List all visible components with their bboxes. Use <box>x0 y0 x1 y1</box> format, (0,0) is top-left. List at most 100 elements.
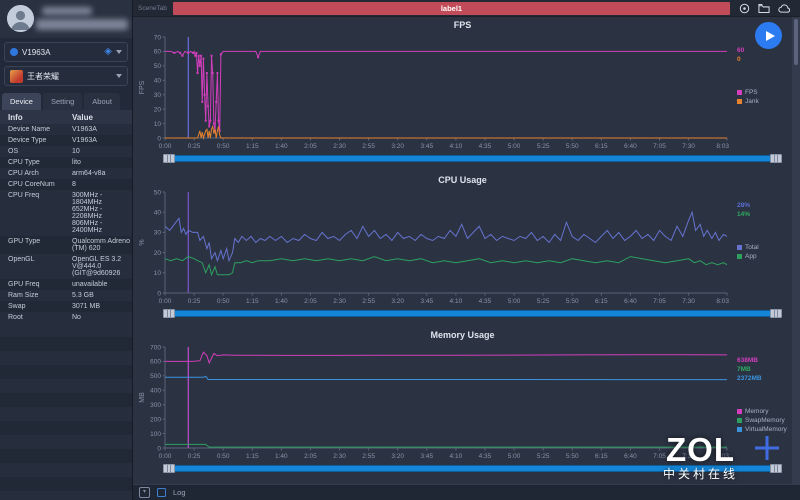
slider-track[interactable] <box>163 465 782 472</box>
legend-swatch-icon <box>737 418 742 423</box>
table-cell-value: 3071 MB <box>72 303 101 310</box>
current-value: 0 <box>737 56 741 63</box>
chart-legend: Total App <box>737 243 790 261</box>
svg-text:0: 0 <box>157 290 161 297</box>
legend-item[interactable]: Memory <box>737 407 790 416</box>
table-row: Device Name V1963A <box>0 124 132 135</box>
log-checkbox[interactable] <box>157 488 166 497</box>
table-cell-info: OS <box>8 148 19 155</box>
dock-panel-icon[interactable]: ▾ <box>139 487 150 498</box>
device-select[interactable]: V1963A ◈ <box>4 42 128 62</box>
table-cell-info: Root <box>8 314 23 321</box>
scene-label-tab[interactable]: label1 <box>172 1 730 15</box>
app-select-value: 王者荣耀 <box>27 71 59 81</box>
svg-text:10: 10 <box>154 121 162 128</box>
legend-label: Total <box>745 244 759 251</box>
time-range-slider[interactable] <box>163 309 782 318</box>
legend-item[interactable]: FPS <box>737 88 790 97</box>
slider-handle-right[interactable] <box>770 464 782 473</box>
slider-handle-right[interactable] <box>770 309 782 318</box>
tab-setting[interactable]: Setting <box>42 93 83 110</box>
legend-label: VirtualMemory <box>745 426 787 433</box>
chart-right-panel: 60 0 FPS Jank <box>733 32 790 154</box>
svg-text:0:00: 0:00 <box>159 143 172 150</box>
svg-text:6:40: 6:40 <box>624 143 637 150</box>
time-range-slider[interactable] <box>163 154 782 163</box>
svg-text:MB: MB <box>139 392 146 403</box>
current-value: 7MB <box>737 366 751 373</box>
legend-item[interactable]: VirtualMemory <box>737 425 790 434</box>
svg-text:4:10: 4:10 <box>450 453 463 460</box>
svg-text:4:10: 4:10 <box>450 298 463 305</box>
location-icon[interactable] <box>739 3 750 14</box>
table-cell-info: CPU Arch <box>8 170 39 177</box>
chart-panel: CPU Usage 0 10 20 30 40 50 0:00 0:25 0:50 1:15 1:4… <box>135 174 790 329</box>
legend-item[interactable]: Total <box>737 243 790 252</box>
chart-panel: Memory Usage 0 100 200 300 400 500 600 700 0:00 0… <box>135 329 790 484</box>
play-button[interactable] <box>755 22 782 49</box>
legend-swatch-icon <box>737 99 742 104</box>
log-checkbox-label: Log <box>173 488 186 497</box>
legend-item[interactable]: SwapMemory <box>737 416 790 425</box>
current-value: 638MB <box>737 357 758 364</box>
slider-handle-left[interactable] <box>163 309 175 318</box>
chart-plot[interactable]: 0 100 200 300 400 500 600 700 0:00 0:25 0:50 1:15 1:… <box>135 342 733 464</box>
svg-text:2:55: 2:55 <box>362 298 375 305</box>
table-row: CPU CoreNum 8 <box>0 179 132 190</box>
scene-label-text: label1 <box>440 3 463 13</box>
svg-text:3:45: 3:45 <box>420 143 433 150</box>
svg-text:7:30: 7:30 <box>682 143 695 150</box>
svg-text:70: 70 <box>154 34 162 41</box>
tab-device[interactable]: Device <box>2 93 41 110</box>
svg-text:300: 300 <box>150 402 161 409</box>
table-row: Device Type V1963A <box>0 135 132 146</box>
svg-text:8:03: 8:03 <box>716 453 729 460</box>
current-value: 60 <box>737 47 745 54</box>
tab-about[interactable]: About <box>84 93 120 110</box>
scrollbar-thumb[interactable] <box>794 19 798 65</box>
scene-topbar: SceneTab label1 <box>133 0 800 17</box>
legend-item[interactable]: Jank <box>737 97 790 106</box>
svg-text:4:35: 4:35 <box>479 453 492 460</box>
table-row: Root No <box>0 312 132 323</box>
play-icon <box>765 30 775 41</box>
legend-item[interactable]: App <box>737 252 790 261</box>
chart-title: CPU Usage <box>438 175 487 185</box>
app-select[interactable]: 王者荣耀 <box>4 66 128 86</box>
table-cell-value: OpenGL ES 3.2 V@444.0 (GIT@9d60926 <box>72 256 122 277</box>
time-range-slider[interactable] <box>163 464 782 473</box>
vertical-scrollbar[interactable] <box>792 17 800 484</box>
table-row: CPU Freq 300MHz - 1804MHz 652MHz - 2208MH… <box>0 190 132 236</box>
folder-icon[interactable] <box>758 3 770 14</box>
legend-label: SwapMemory <box>745 417 785 424</box>
svg-text:0:25: 0:25 <box>188 298 201 305</box>
table-row: Swap 3071 MB <box>0 301 132 312</box>
slider-handle-right[interactable] <box>770 154 782 163</box>
slider-track[interactable] <box>163 310 782 317</box>
svg-text:40: 40 <box>154 210 162 217</box>
legend-swatch-icon <box>737 245 742 250</box>
chart-plot[interactable]: 0 10 20 30 40 50 60 70 0:00 0:25 0:50 1:15 1:40 2:05 2… <box>135 32 733 154</box>
cloud-icon[interactable] <box>778 3 791 14</box>
main-area: SceneTab label1 FPS 0 10 20 30 40 50 60 70 0:00 0… <box>133 0 800 500</box>
svg-text:2:30: 2:30 <box>333 143 346 150</box>
device-select-value: V1963A <box>22 47 51 57</box>
slider-handle-left[interactable] <box>163 464 175 473</box>
chart-body: 0 100 200 300 400 500 600 700 0:00 0:25 0:50 1:15 1:… <box>135 342 790 464</box>
table-cell-value: Qualcomm Adreno (TM) 620 <box>72 238 130 252</box>
chart-plot[interactable]: 0 10 20 30 40 50 0:00 0:25 0:50 1:15 1:40 2:05 2:30 2… <box>135 187 733 309</box>
svg-text:6:15: 6:15 <box>595 298 608 305</box>
svg-text:1:40: 1:40 <box>275 298 288 305</box>
user-avatar-icon[interactable] <box>7 5 34 32</box>
add-chart-button[interactable] <box>750 433 784 468</box>
table-row: Ram Size 5.3 GB <box>0 290 132 301</box>
svg-text:30: 30 <box>154 92 162 99</box>
slider-track[interactable] <box>163 155 782 162</box>
slider-handle-left[interactable] <box>163 154 175 163</box>
mirror-icon[interactable]: ◈ <box>104 46 112 57</box>
scene-tab-label[interactable]: SceneTab <box>138 4 167 12</box>
table-cell-info: Device Type <box>8 137 47 144</box>
topbar-icons <box>739 3 791 14</box>
chart-right-panel: 638MB 7MB 2372MB Memory SwapMemory VirtualMe… <box>733 342 790 464</box>
